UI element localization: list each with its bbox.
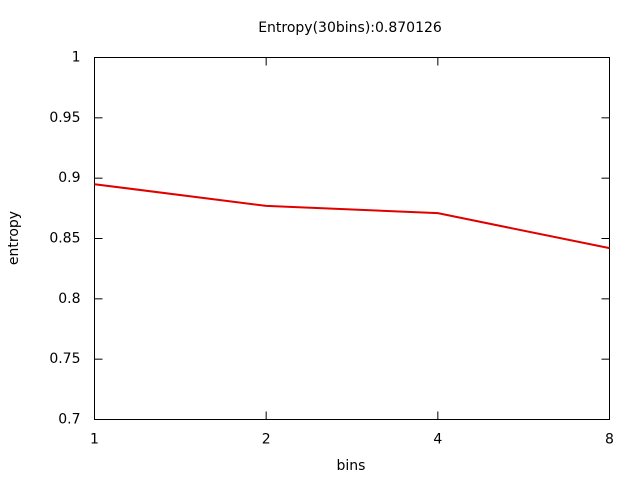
plot-frame bbox=[94, 57, 610, 420]
y-tick-label: 0.95 bbox=[49, 110, 80, 126]
x-tick-label: 1 bbox=[90, 432, 99, 448]
y-tick-label: 0.8 bbox=[58, 291, 80, 307]
y-tick-label: 0.75 bbox=[49, 351, 80, 367]
y-tick-label: 1 bbox=[72, 50, 81, 66]
y-axis-label: entropy bbox=[6, 211, 22, 265]
chart-title: Entropy(30bins):0.870126 bbox=[258, 20, 442, 36]
x-axis-label: bins bbox=[337, 458, 366, 474]
x-tick-label: 8 bbox=[605, 432, 614, 448]
y-tick-label: 0.7 bbox=[58, 412, 80, 428]
x-tick-label: 2 bbox=[262, 432, 271, 448]
y-tick-label: 0.85 bbox=[49, 231, 80, 247]
y-tick-label: 0.9 bbox=[58, 170, 80, 186]
x-tick-label: 4 bbox=[433, 432, 442, 448]
data-line bbox=[94, 183, 610, 250]
